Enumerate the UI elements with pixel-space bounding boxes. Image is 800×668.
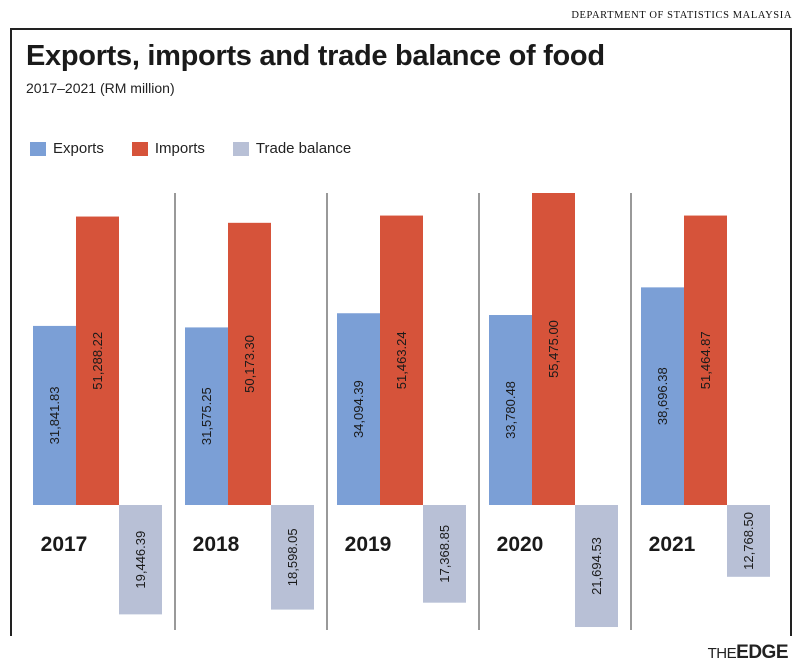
value-label-exports-2021: 38,696.38	[655, 367, 670, 425]
chart-frame	[10, 28, 792, 636]
legend-item-imports: Imports	[131, 140, 205, 157]
legend-item-trade-balance: Trade balance	[232, 140, 352, 157]
legend-swatch-imports	[131, 141, 148, 156]
value-label-trade-balance-2017: 19,446.39	[133, 531, 148, 589]
value-label-exports-2017: 31,841.83	[47, 387, 62, 445]
value-label-exports-2019: 34,094.39	[351, 380, 366, 438]
value-label-trade-balance-2020: 21,694.53	[589, 537, 604, 595]
value-label-imports-2020: 55,475.00	[546, 320, 561, 378]
bar-exports-2020	[489, 315, 532, 505]
bar-imports-2018	[228, 222, 271, 506]
year-label-2021: 2021	[649, 533, 696, 556]
legend-label-trade-balance: Trade balance	[255, 140, 352, 157]
year-label-2017: 2017	[41, 533, 88, 556]
legend-swatch-trade-balance	[232, 141, 249, 156]
bar-exports-2019	[337, 313, 380, 505]
chart-subtitle: 2017–2021 (RM million)	[26, 80, 175, 96]
bar-imports-2021	[684, 215, 727, 505]
bar-exports-2018	[185, 327, 228, 505]
legend-label-imports: Imports	[154, 140, 205, 157]
year-label-2018: 2018	[193, 533, 240, 556]
publisher-logo: THE EDGE	[707, 642, 789, 664]
legend-swatch-exports	[30, 141, 46, 156]
value-label-imports-2017: 51,288.22	[90, 332, 105, 390]
value-label-trade-balance-2018: 18,598.05	[285, 528, 300, 586]
bar-imports-2017	[76, 216, 119, 505]
value-label-trade-balance-2019: 17,368.85	[437, 525, 452, 583]
value-label-imports-2019: 51,463.24	[394, 331, 409, 389]
value-label-exports-2020: 33,780.48	[503, 381, 518, 439]
logo-the: THE	[707, 645, 737, 662]
value-label-trade-balance-2021: 12,768.50	[741, 512, 756, 570]
bar-exports-2021	[641, 287, 684, 505]
bar-imports-2020	[532, 193, 575, 505]
value-label-imports-2021: 51,464.87	[698, 331, 713, 389]
bar-trade-balance-2019	[423, 505, 466, 603]
bar-trade-balance-2021	[727, 505, 770, 577]
year-label-2020: 2020	[497, 533, 544, 556]
bar-imports-2019	[380, 215, 423, 506]
logo-edge: EDGE	[736, 642, 788, 663]
value-label-exports-2018: 31,575.25	[199, 387, 214, 445]
chart-title: Exports, imports and trade balance of fo…	[26, 40, 605, 72]
bar-exports-2017	[33, 325, 76, 505]
value-label-imports-2018: 50,173.30	[242, 335, 257, 393]
bar-trade-balance-2017	[119, 505, 162, 615]
legend: Exports Imports Trade balance	[30, 140, 379, 157]
legend-item-exports: Exports	[30, 140, 104, 157]
bar-trade-balance-2020	[575, 505, 618, 628]
legend-label-exports: Exports	[53, 140, 104, 157]
source-credit: DEPARTMENT OF STATISTICS MALAYSIA	[571, 10, 792, 21]
year-label-2019: 2019	[345, 533, 392, 556]
bar-trade-balance-2018	[271, 505, 314, 610]
